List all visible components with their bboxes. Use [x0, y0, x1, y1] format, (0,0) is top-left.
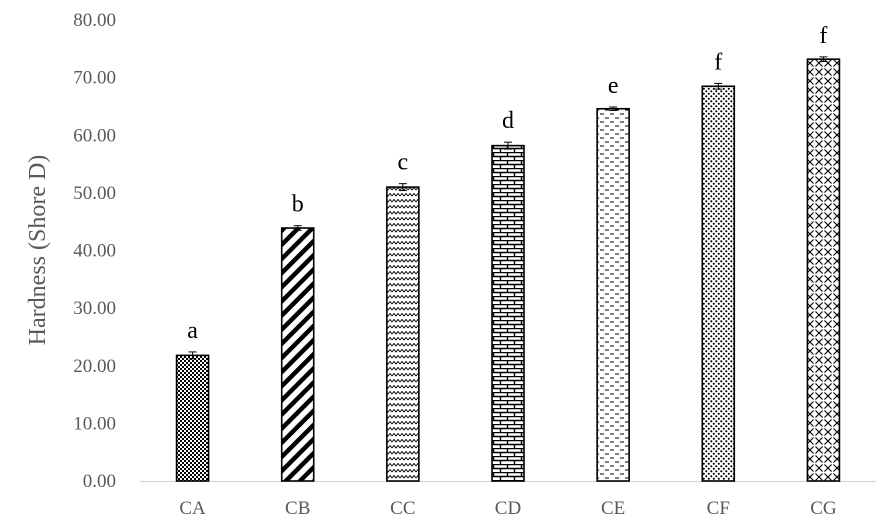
x-tick-label: CF: [707, 498, 730, 519]
y-tick-label: 20.00: [73, 356, 116, 377]
x-tick-label: CE: [601, 498, 625, 519]
y-axis-tick-labels: 0.00 10.00 20.00 30.00 40.00 50.00 60.00 70.00 8…: [73, 10, 116, 492]
significance-labels: a b c d e f f: [187, 23, 827, 344]
y-tick-label: 60.00: [73, 125, 116, 146]
x-tick-label: CC: [390, 498, 415, 519]
error-bar-cg: [819, 56, 828, 62]
significance-label: f: [819, 23, 827, 49]
bar-cg: [806, 58, 841, 482]
bar-cd: [491, 144, 525, 482]
significance-label: f: [714, 49, 722, 75]
error-bar-cc: [398, 183, 407, 192]
error-bar-cd: [504, 141, 512, 150]
y-tick-label: 40.00: [73, 241, 116, 262]
bar-cf: [701, 85, 736, 482]
significance-label: a: [187, 318, 198, 344]
significance-label: b: [292, 192, 304, 218]
significance-label: d: [502, 108, 514, 134]
error-bar-cb: [293, 225, 302, 231]
y-tick-label: 70.00: [73, 68, 116, 89]
bar-cc: [386, 186, 420, 482]
significance-label: e: [608, 73, 619, 99]
x-tick-label: CB: [285, 498, 310, 519]
y-tick-label: 0.00: [83, 471, 116, 492]
y-tick-label: 80.00: [73, 10, 116, 31]
error-bar-ce: [609, 106, 618, 111]
y-axis-title: Hardness (Shore D): [25, 155, 51, 346]
significance-label: c: [398, 150, 409, 176]
x-tick-label: CG: [810, 498, 837, 519]
x-tick-label: CA: [179, 498, 206, 519]
x-tick-label: CD: [495, 498, 521, 519]
bar-cb: [280, 227, 315, 482]
bar-ca: [175, 354, 210, 482]
error-bar-cf: [714, 82, 723, 90]
error-bar-ca: [188, 351, 197, 360]
bar-ce: [596, 107, 630, 482]
y-tick-label: 10.00: [73, 413, 116, 434]
y-tick-label: 50.00: [73, 183, 116, 204]
category-labels: CA CB CC CD CE CF CG: [179, 498, 837, 519]
bar-series: [175, 56, 841, 482]
y-tick-label: 30.00: [73, 298, 116, 319]
